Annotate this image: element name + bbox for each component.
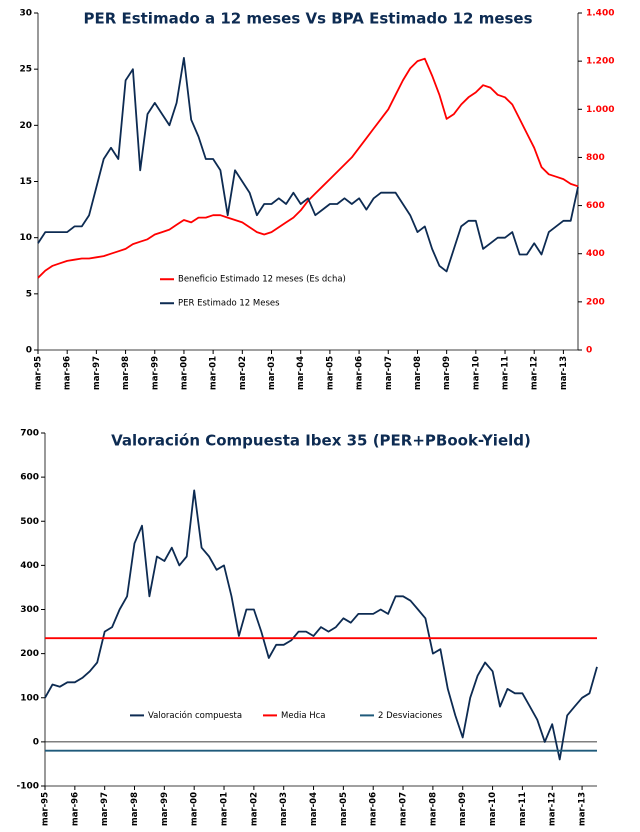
y-tick-label: 30	[19, 9, 32, 19]
x-tick-label: mar-08	[413, 356, 423, 390]
x-tick-label: mar-13	[578, 792, 588, 826]
chart: Valoración Compuesta Ibex 35 (PER+PBook-…	[16, 429, 598, 826]
x-tick-label: mar-12	[530, 356, 540, 390]
y-tick-label: 500	[20, 517, 39, 527]
legend-label: Beneficio Estimado 12 meses (Es dcha)	[178, 275, 346, 285]
x-tick-label: mar-06	[355, 356, 365, 390]
y-tick-label: 400	[20, 561, 39, 571]
x-tick-label: mar-00	[179, 356, 189, 390]
y-tick-label: 600	[20, 473, 39, 483]
chart-title: Valoración Compuesta Ibex 35 (PER+PBook-…	[111, 432, 531, 450]
y2-tick-label: 200	[586, 297, 605, 307]
y-tick-label: -100	[16, 782, 39, 792]
y-tick-label: 700	[20, 429, 39, 439]
y2-tick-label: 1.000	[586, 105, 614, 115]
legend-label: Media Hca	[281, 711, 326, 721]
x-tick-label: mar-97	[92, 356, 102, 390]
y2-tick-label: 1.400	[586, 9, 614, 19]
series-line	[44, 489, 598, 761]
x-tick-label: mar-02	[249, 792, 259, 826]
x-tick-label: mar-07	[399, 792, 409, 826]
x-tick-label: mar-01	[209, 356, 219, 390]
legend-label: 2 Desviaciones	[378, 711, 443, 721]
legend-label: Valoración compuesta	[148, 710, 242, 721]
y-tick-label: 0	[26, 346, 32, 356]
x-tick-label: mar-00	[190, 792, 200, 826]
x-tick-label: mar-12	[548, 792, 558, 826]
x-tick-label: mar-11	[501, 356, 511, 390]
x-tick-label: mar-07	[384, 356, 394, 390]
y-tick-label: 20	[19, 121, 32, 131]
x-tick-label: mar-10	[488, 792, 498, 826]
y2-tick-label: 0	[586, 346, 592, 356]
x-tick-label: mar-08	[428, 792, 438, 826]
x-tick-label: mar-10	[471, 356, 481, 390]
chart: PER Estimado a 12 meses Vs BPA Estimado …	[19, 9, 614, 391]
chart-title: PER Estimado a 12 meses Vs BPA Estimado …	[83, 10, 532, 28]
x-tick-label: mar-09	[442, 356, 452, 390]
x-tick-label: mar-04	[296, 356, 306, 390]
x-tick-label: mar-06	[369, 792, 379, 826]
x-tick-label: mar-98	[121, 356, 131, 390]
series-line	[37, 57, 579, 279]
x-tick-label: mar-95	[41, 792, 51, 826]
x-tick-label: mar-05	[325, 356, 335, 390]
x-tick-label: mar-98	[130, 792, 140, 826]
y-tick-label: 25	[19, 65, 32, 75]
x-tick-label: mar-01	[220, 792, 230, 826]
x-tick-label: mar-99	[150, 356, 160, 390]
x-tick-label: mar-95	[34, 356, 44, 390]
y2-tick-label: 800	[586, 153, 605, 163]
y2-tick-label: 400	[586, 249, 605, 259]
x-tick-label: mar-13	[559, 356, 569, 390]
y-tick-label: 0	[33, 737, 39, 747]
y-tick-label: 5	[26, 289, 32, 299]
y-tick-label: 200	[20, 649, 39, 659]
y-tick-label: 10	[19, 233, 32, 243]
x-tick-label: mar-04	[309, 792, 319, 826]
x-tick-label: mar-09	[458, 792, 468, 826]
x-tick-label: mar-11	[518, 792, 528, 826]
x-tick-label: mar-03	[279, 792, 289, 826]
x-tick-label: mar-03	[267, 356, 277, 390]
legend-label: PER Estimado 12 Meses	[178, 299, 280, 309]
y-tick-label: 300	[20, 605, 39, 615]
x-tick-label: mar-96	[63, 356, 73, 390]
x-tick-label: mar-97	[100, 792, 110, 826]
x-tick-label: mar-02	[238, 356, 248, 390]
x-tick-label: mar-05	[339, 792, 349, 826]
y2-tick-label: 600	[586, 201, 605, 211]
x-tick-label: mar-96	[70, 792, 80, 826]
x-tick-label: mar-99	[160, 792, 170, 826]
y-tick-label: 100	[20, 693, 39, 703]
series-line	[37, 57, 579, 273]
y2-tick-label: 1.200	[586, 57, 614, 67]
y-tick-label: 15	[19, 177, 32, 187]
